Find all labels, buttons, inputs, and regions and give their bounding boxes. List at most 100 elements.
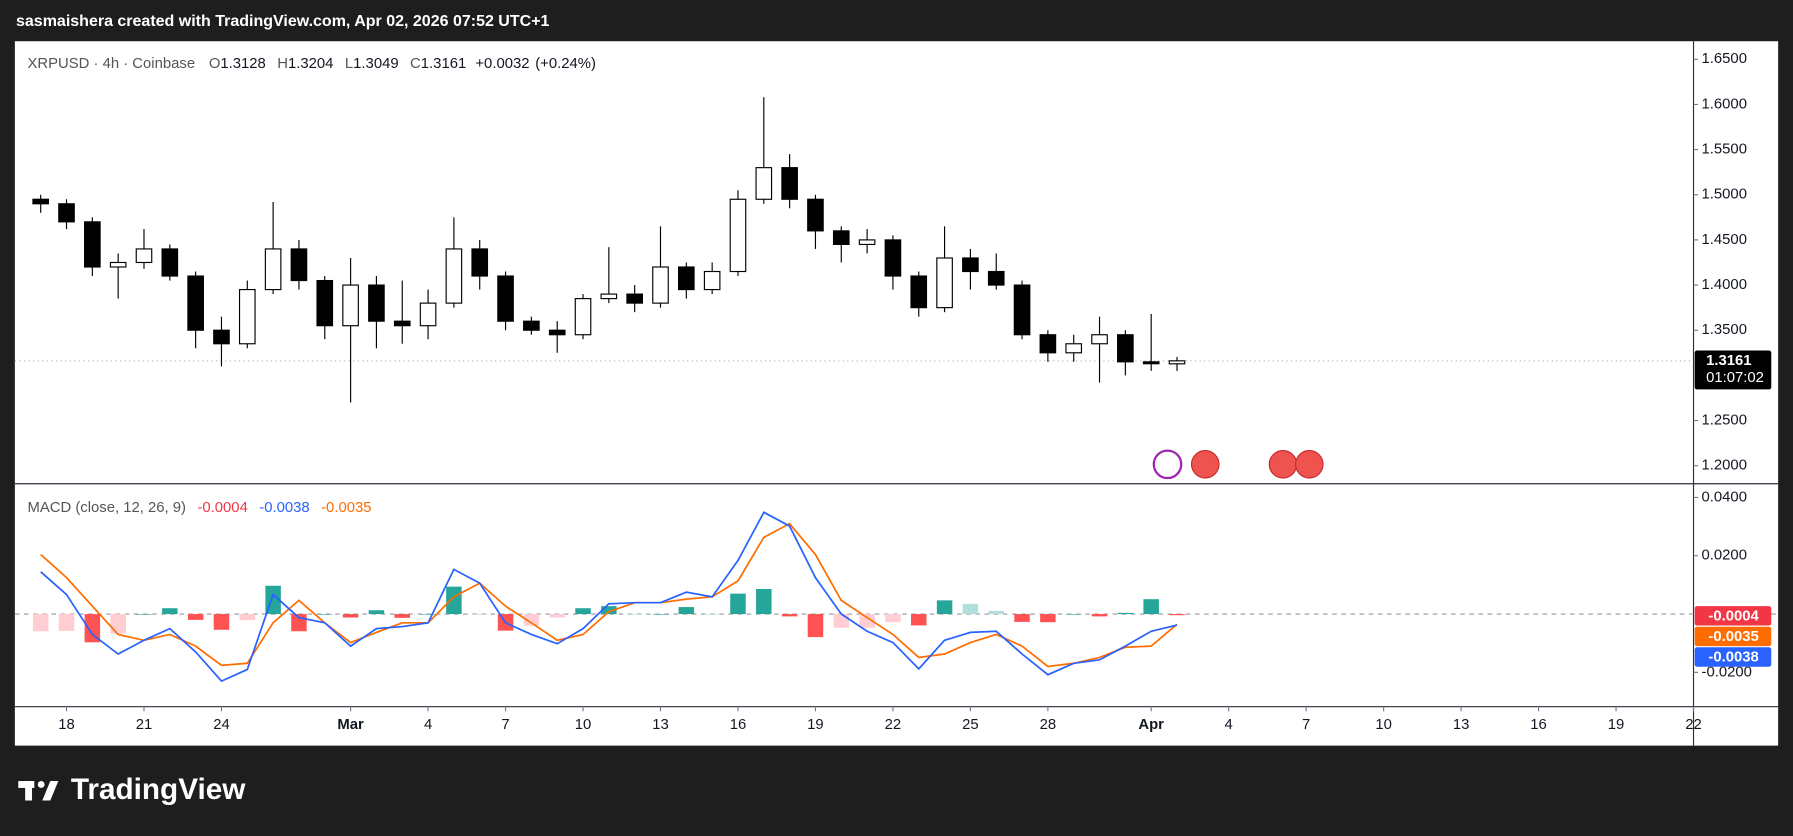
high-value: 1.3204	[288, 56, 333, 72]
x-tick-label: 10	[1375, 717, 1392, 733]
candle-body	[58, 203, 75, 223]
histogram-bar	[84, 614, 101, 643]
x-tick-label: 24	[213, 717, 230, 733]
candle-body	[264, 248, 282, 291]
event-icon	[1295, 450, 1324, 479]
histogram-bar	[317, 614, 333, 615]
value-badge	[1694, 606, 1772, 626]
candle-body	[316, 279, 334, 327]
candle	[652, 226, 669, 308]
x-tick-label: 16	[730, 717, 747, 733]
value-badge	[1694, 647, 1772, 667]
candle	[445, 217, 463, 308]
candle-body	[807, 198, 824, 232]
candle	[497, 271, 514, 331]
ohlc-label: L	[345, 56, 353, 72]
y-tick-label: 1.6500	[1702, 51, 1747, 67]
hist-value: -0.0004	[197, 500, 247, 516]
candle	[755, 97, 773, 204]
candle	[807, 194, 824, 249]
open-value: 1.3128	[220, 56, 265, 72]
candle	[84, 217, 101, 277]
price-legend: XRPUSD · 4h · Coinbase O1.3128 H1.3204 L1.3…	[27, 56, 596, 72]
histogram-bar	[32, 614, 49, 632]
candle	[316, 276, 334, 340]
histogram-bar	[394, 614, 410, 618]
event-icon	[1268, 450, 1298, 479]
candle-body	[1168, 360, 1186, 365]
candle	[368, 276, 385, 349]
value-badge-label: -0.0038	[1708, 649, 1758, 665]
histogram-bar	[549, 614, 565, 618]
candle	[32, 194, 50, 213]
y-tick-label: 1.4000	[1702, 277, 1747, 293]
candle-body	[755, 167, 773, 200]
candle	[213, 316, 230, 367]
candle	[523, 316, 540, 335]
candle-body	[678, 266, 695, 291]
candle	[1065, 334, 1083, 362]
candle-body	[1142, 361, 1160, 365]
candle-body	[600, 293, 618, 300]
logo-mark	[42, 781, 59, 801]
histogram-bar	[342, 614, 359, 618]
y-tick-label: 0.0400	[1702, 489, 1747, 505]
candle-body	[832, 230, 850, 245]
logo-mark	[25, 781, 33, 801]
candle	[109, 253, 127, 299]
histogram-bar	[962, 603, 979, 615]
candle	[1039, 330, 1057, 362]
candle-body	[652, 266, 669, 304]
candle	[678, 262, 695, 299]
x-tick-label: 4	[1225, 717, 1233, 733]
histogram-bar	[1091, 614, 1108, 617]
y-tick-label: 0.0200	[1702, 548, 1747, 564]
chart-area	[14, 41, 1779, 746]
candle	[1168, 356, 1186, 371]
candle	[135, 229, 153, 269]
histogram-bar	[678, 607, 695, 615]
x-tick-label: 13	[1453, 717, 1470, 733]
candle	[936, 226, 953, 313]
candle-body	[342, 284, 359, 327]
candle-body	[213, 329, 230, 345]
candle	[626, 285, 643, 313]
attribution: sasmaishera created with TradingView.com…	[16, 13, 550, 30]
x-tick-label: 19	[1608, 717, 1625, 733]
histogram-bar	[1143, 599, 1159, 615]
event-icon	[1190, 450, 1220, 479]
price-badge-label: 1.3161	[1706, 353, 1751, 369]
low-value: 1.3049	[353, 56, 398, 72]
histogram-bar	[1065, 614, 1082, 615]
change: +0.0032	[475, 56, 529, 72]
value-badge-label: -0.0035	[1708, 629, 1758, 645]
histogram-bar	[833, 614, 850, 628]
x-tick-label: 13	[652, 717, 669, 733]
histogram-bar	[1040, 614, 1056, 623]
candle	[858, 229, 876, 254]
candle-body	[729, 198, 747, 273]
histogram-bar	[1014, 614, 1030, 622]
candle	[781, 154, 798, 209]
candle	[1142, 313, 1160, 371]
y-tick-label: 1.2500	[1702, 412, 1747, 428]
histogram-bar	[213, 614, 230, 630]
candle-body	[32, 198, 50, 205]
candle-body	[1117, 334, 1134, 363]
logo-mark	[37, 781, 45, 788]
candle-body	[471, 248, 489, 277]
x-tick-label: 18	[58, 717, 75, 733]
candle	[264, 201, 282, 295]
candle-body	[497, 275, 514, 322]
histogram-bar	[704, 614, 720, 615]
histogram-bar	[575, 608, 591, 615]
x-tick-label: Mar	[337, 717, 364, 733]
histogram-bar	[110, 614, 126, 634]
y-tick-label: 1.4500	[1702, 232, 1747, 248]
candle-body	[1013, 284, 1031, 336]
candle-body	[238, 289, 256, 345]
candle	[58, 199, 75, 230]
candle-body	[445, 248, 463, 304]
